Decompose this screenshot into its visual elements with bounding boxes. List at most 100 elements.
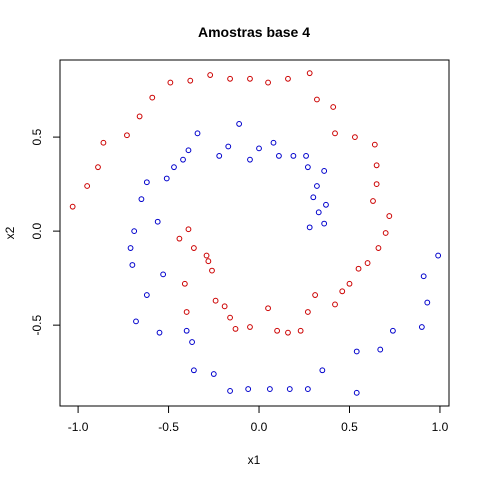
data-point [95, 164, 101, 171]
data-point [364, 260, 371, 266]
data-point [194, 130, 201, 137]
data-point [304, 164, 311, 171]
y-axis-label: x2 [3, 226, 17, 239]
data-point [314, 96, 320, 103]
data-point [156, 329, 163, 336]
data-point [321, 220, 328, 227]
x-tick-label: 0.0 [251, 420, 268, 434]
data-point [245, 386, 252, 392]
data-point [332, 130, 338, 137]
data-point [143, 292, 150, 298]
data-point [124, 132, 130, 139]
data-point [270, 139, 277, 146]
x-axis: -1.0 -0.5 0.0 0.5 1.0 [68, 405, 449, 434]
data-point [330, 104, 337, 110]
data-point [187, 77, 194, 84]
data-point [352, 134, 358, 140]
data-point [370, 198, 376, 204]
data-point [290, 153, 297, 159]
data-point [306, 224, 313, 231]
data-point [210, 371, 217, 377]
data-point [167, 79, 174, 86]
data-point [306, 70, 313, 77]
y-tick-label: 0.0 [30, 222, 44, 239]
data-point [285, 329, 291, 336]
data-point [163, 175, 170, 182]
data-point [424, 299, 431, 306]
data-point [386, 213, 393, 219]
data-point [143, 179, 150, 186]
data-point [420, 273, 427, 280]
data-point [190, 245, 197, 251]
data-point [171, 164, 177, 171]
data-point [418, 324, 425, 330]
data-point [371, 141, 378, 148]
data-point [303, 153, 309, 159]
data-point [276, 153, 282, 159]
data-point [227, 314, 233, 321]
data-point [100, 139, 107, 146]
data-point [129, 262, 136, 268]
x-axis-label: x1 [248, 453, 261, 467]
data-point [265, 305, 271, 312]
data-point [285, 75, 291, 82]
data-point [160, 271, 167, 278]
data-point [323, 201, 329, 208]
data-point [212, 297, 219, 304]
data-point [131, 228, 138, 235]
data-point [339, 288, 346, 295]
data-point [133, 318, 139, 325]
data-point [138, 196, 145, 203]
chart-title: Amostras base 4 [198, 24, 310, 40]
data-point [373, 181, 380, 188]
data-point [390, 327, 396, 334]
data-point [209, 267, 215, 274]
data-point [205, 258, 212, 265]
data-point [286, 386, 293, 392]
data-point [304, 386, 311, 392]
data-point [232, 326, 239, 332]
data-point [312, 292, 319, 298]
data-point [221, 303, 228, 310]
data-point [69, 203, 76, 210]
data-point [304, 309, 311, 315]
data-point [181, 280, 188, 287]
data-point [180, 156, 186, 163]
data-point [185, 226, 192, 233]
data-point [203, 252, 210, 259]
data-point [373, 162, 380, 169]
data-point [216, 153, 223, 159]
data-point [225, 143, 232, 150]
data-point [236, 121, 243, 127]
data-point [274, 327, 281, 334]
data-point [314, 183, 320, 189]
y-tick-label: -0.5 [30, 314, 44, 335]
data-point [265, 79, 271, 86]
data-point [84, 183, 91, 189]
data-point [315, 209, 322, 216]
data-point [136, 113, 143, 120]
data-point [332, 301, 338, 308]
data-point [310, 194, 317, 201]
data-point [353, 389, 360, 396]
data-point [154, 218, 161, 225]
data-point [247, 324, 253, 330]
data-point [377, 346, 384, 353]
data-point [435, 252, 442, 259]
data-point [176, 235, 183, 242]
data-point [256, 145, 262, 152]
data-points [69, 70, 442, 396]
data-point [355, 265, 362, 272]
data-point [127, 245, 134, 251]
data-point [319, 367, 326, 374]
data-point [247, 156, 253, 163]
data-point [183, 327, 190, 334]
data-point [382, 230, 389, 236]
data-point [149, 94, 156, 101]
data-point [375, 245, 382, 251]
data-point [227, 388, 233, 394]
data-point [227, 75, 233, 82]
data-point [190, 367, 197, 374]
